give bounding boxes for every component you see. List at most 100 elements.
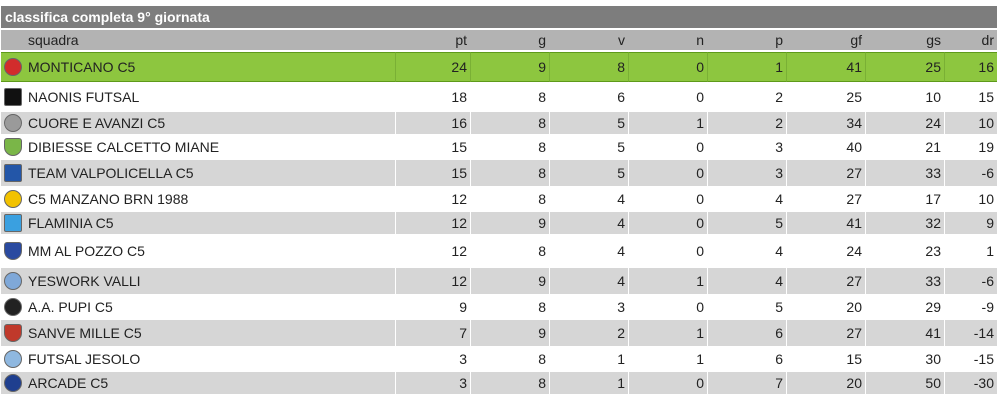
table-row[interactable]: A.A. PUPI C5 9 8 3 0 5 20 29 -9 <box>1 296 997 318</box>
cell-gs: 25 <box>865 52 944 82</box>
header-logo-cell <box>1 30 25 50</box>
cell-p: 5 <box>707 296 786 318</box>
team-name[interactable]: DIBIESSE CALCETTO MIANE <box>25 136 395 158</box>
cell-v: 3 <box>549 296 628 318</box>
cell-gf: 27 <box>786 268 865 294</box>
header-g: g <box>470 30 549 50</box>
table-row[interactable]: MM AL POZZO C5 12 8 4 0 4 24 23 1 <box>1 236 997 266</box>
table-row[interactable]: CUORE E AVANZI C5 16 8 5 1 2 34 24 10 <box>1 112 997 134</box>
table-row[interactable]: FUTSAL JESOLO 3 8 1 1 6 15 30 -15 <box>1 348 997 370</box>
monticano-logo-icon <box>4 58 22 77</box>
cell-p: 6 <box>707 320 786 346</box>
header-gf: gf <box>786 30 865 50</box>
cell-gf: 34 <box>786 112 865 134</box>
cell-g: 8 <box>470 160 549 186</box>
team-name[interactable]: FUTSAL JESOLO <box>25 348 395 370</box>
cell-n: 0 <box>628 160 707 186</box>
cell-pt: 24 <box>395 52 470 82</box>
cell-pt: 18 <box>395 84 470 110</box>
cell-gs: 50 <box>865 372 944 394</box>
team-name[interactable]: CUORE E AVANZI C5 <box>25 112 395 134</box>
table-row[interactable]: ARCADE C5 3 8 1 0 7 20 50 -30 <box>1 372 997 394</box>
cell-pt: 12 <box>395 212 470 234</box>
header-dr: dr <box>944 30 997 50</box>
cell-gf: 15 <box>786 348 865 370</box>
table-row[interactable]: DIBIESSE CALCETTO MIANE 15 8 5 0 3 40 21 19 <box>1 136 997 158</box>
cell-v: 5 <box>549 136 628 158</box>
team-name[interactable]: MM AL POZZO C5 <box>25 236 395 266</box>
table-row[interactable]: FLAMINIA C5 12 9 4 0 5 41 32 9 <box>1 212 997 234</box>
cell-g: 8 <box>470 348 549 370</box>
cell-p: 7 <box>707 372 786 394</box>
team-logo-cell <box>1 268 25 294</box>
cell-dr: 9 <box>944 212 997 234</box>
team-name[interactable]: SANVE MILLE C5 <box>25 320 395 346</box>
table-row[interactable]: NAONIS FUTSAL 18 8 6 0 2 25 10 15 <box>1 84 997 110</box>
cell-pt: 3 <box>395 372 470 394</box>
cell-gs: 33 <box>865 160 944 186</box>
pupi-logo-icon <box>4 298 22 317</box>
cell-p: 2 <box>707 112 786 134</box>
cell-gs: 41 <box>865 320 944 346</box>
cell-v: 4 <box>549 236 628 266</box>
header-n: n <box>628 30 707 50</box>
team-name[interactable]: MONTICANO C5 <box>25 52 395 82</box>
cell-dr: 10 <box>944 112 997 134</box>
sanve-mille-logo-icon <box>4 324 22 343</box>
cell-pt: 7 <box>395 320 470 346</box>
cell-n: 0 <box>628 212 707 234</box>
header-row: squadra pt g v n p gf gs dr <box>1 30 997 50</box>
arcade-logo-icon <box>4 374 22 393</box>
team-logo-cell <box>1 296 25 318</box>
team-logo-cell <box>1 236 25 266</box>
cell-n: 0 <box>628 188 707 210</box>
cell-v: 4 <box>549 212 628 234</box>
cell-pt: 15 <box>395 160 470 186</box>
cell-g: 8 <box>470 84 549 110</box>
cell-p: 2 <box>707 84 786 110</box>
cell-n: 0 <box>628 84 707 110</box>
team-name[interactable]: A.A. PUPI C5 <box>25 296 395 318</box>
table-row[interactable]: C5 MANZANO BRN 1988 12 8 4 0 4 27 17 10 <box>1 188 997 210</box>
header-pt: pt <box>395 30 470 50</box>
cell-pt: 12 <box>395 236 470 266</box>
table-row[interactable]: YESWORK VALLI 12 9 4 1 4 27 33 -6 <box>1 268 997 294</box>
cell-p: 5 <box>707 212 786 234</box>
team-name[interactable]: C5 MANZANO BRN 1988 <box>25 188 395 210</box>
team-name[interactable]: FLAMINIA C5 <box>25 212 395 234</box>
team-logo-cell <box>1 136 25 158</box>
cell-pt: 12 <box>395 188 470 210</box>
team-name[interactable]: NAONIS FUTSAL <box>25 84 395 110</box>
team-logo-cell <box>1 52 25 82</box>
table-row[interactable]: SANVE MILLE C5 7 9 2 1 6 27 41 -14 <box>1 320 997 346</box>
cell-n: 1 <box>628 320 707 346</box>
cuore-avanzi-logo-icon <box>4 114 22 133</box>
cell-gf: 40 <box>786 136 865 158</box>
team-logo-cell <box>1 212 25 234</box>
team-name[interactable]: ARCADE C5 <box>25 372 395 394</box>
cell-v: 4 <box>549 188 628 210</box>
team-logo-cell <box>1 112 25 134</box>
cell-g: 9 <box>470 268 549 294</box>
table-row[interactable]: MONTICANO C5 24 9 8 0 1 41 25 16 <box>1 52 997 82</box>
cell-gs: 24 <box>865 112 944 134</box>
valpolicella-logo-icon <box>4 164 22 183</box>
cell-n: 0 <box>628 136 707 158</box>
cell-v: 2 <box>549 320 628 346</box>
table-row[interactable]: TEAM VALPOLICELLA C5 15 8 5 0 3 27 33 -6 <box>1 160 997 186</box>
cell-v: 5 <box>549 160 628 186</box>
cell-pt: 9 <box>395 296 470 318</box>
team-logo-cell <box>1 320 25 346</box>
header-v: v <box>549 30 628 50</box>
cell-v: 8 <box>549 52 628 82</box>
cell-n: 0 <box>628 52 707 82</box>
team-name[interactable]: YESWORK VALLI <box>25 268 395 294</box>
header-team: squadra <box>25 30 395 50</box>
cell-dr: 16 <box>944 52 997 82</box>
cell-gf: 24 <box>786 236 865 266</box>
cell-gs: 10 <box>865 84 944 110</box>
team-name[interactable]: TEAM VALPOLICELLA C5 <box>25 160 395 186</box>
cell-dr: -6 <box>944 268 997 294</box>
cell-v: 1 <box>549 372 628 394</box>
cell-p: 4 <box>707 188 786 210</box>
